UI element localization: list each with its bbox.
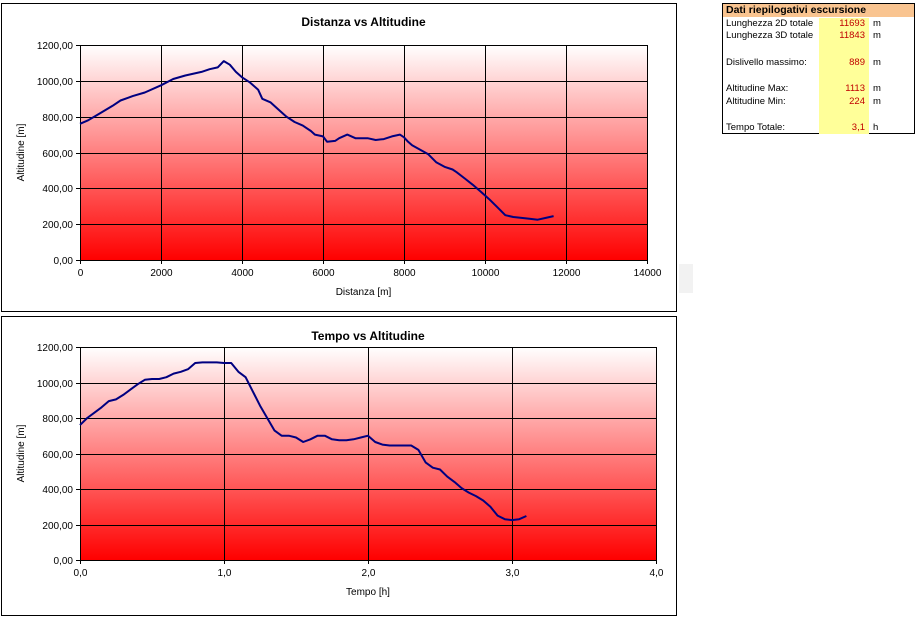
summary-unit: m (873, 30, 881, 41)
x-tick-label: 0,0 (74, 568, 88, 579)
y-tick-label: 1000,00 (37, 379, 74, 390)
y-tick-label: 200,00 (42, 521, 73, 532)
y-tick-label: 400,00 (42, 184, 73, 195)
y-tick-label: 1200,00 (37, 41, 74, 52)
summary-label: Lunghezza 2D totale (726, 18, 814, 29)
x-tick-label: 2000 (150, 268, 173, 279)
x-tick-label: 0 (78, 268, 84, 279)
series-line (79, 361, 527, 522)
summary-label: Altitudine Max: (726, 83, 789, 94)
summary-title: Dati riepilogativi escursione (723, 4, 914, 17)
x-tick-label: 6000 (312, 268, 335, 279)
x-tick-label: 10000 (472, 268, 500, 279)
plot-border (80, 45, 648, 261)
series-line (79, 60, 554, 221)
y-axis-label: Altitudine [m] (16, 424, 27, 482)
empty-cell-shading (679, 264, 693, 293)
summary-unit: m (873, 18, 881, 29)
summary-values-column (819, 18, 869, 134)
summary-row-length-2d: Lunghezza 2D totale 11693 m (723, 18, 914, 30)
summary-value: 889 (849, 57, 865, 68)
chart-tempo-altitudine: Tempo vs Altitudine 0,00 200,00 400,00 600,0… (1, 316, 677, 616)
y-tick-label: 400,00 (42, 485, 73, 496)
x-axis-label: Distanza [m] (336, 287, 392, 298)
summary-label: Tempo Totale: (726, 122, 785, 133)
summary-row-min-altitude: Altitudine Min: 224 m (723, 96, 914, 108)
summary-unit: h (873, 122, 879, 133)
summary-label: Lunghezza 3D totale (726, 30, 814, 41)
y-tick-label: 0,00 (54, 256, 74, 267)
x-tick-label: 4000 (231, 268, 254, 279)
chart-2-svg: Tempo vs Altitudine 0,00 200,00 400,00 600,0… (16, 329, 664, 598)
summary-row-total-time: Tempo Totale: 3,1 h (723, 122, 914, 134)
x-tick-label: 4,0 (650, 568, 664, 579)
x-axis-label: Tempo [h] (346, 587, 390, 598)
x-tick-label: 8000 (393, 268, 416, 279)
x-tick-label: 14000 (634, 268, 662, 279)
chart-1-svg: Distanza vs Altitudine 0,00 200,00 400,00 60… (16, 15, 662, 298)
summary-row-length-3d: Lunghezza 3D totale 11843 m (723, 30, 914, 42)
y-tick-label: 600,00 (42, 149, 73, 160)
x-tick-label: 3,0 (506, 568, 520, 579)
summary-value: 224 (849, 96, 865, 107)
summary-value: 3,1 (851, 122, 865, 133)
summary-table: Dati riepilogativi escursione Lunghezza … (722, 3, 915, 134)
y-tick-label: 200,00 (42, 220, 73, 231)
y-axis-label: Altitudine [m] (16, 123, 27, 181)
summary-value: 11843 (839, 30, 865, 41)
plot-border (80, 347, 657, 561)
y-tick-label: 800,00 (42, 414, 73, 425)
x-tick-label: 1,0 (218, 568, 232, 579)
summary-row-max-altitude: Altitudine Max: 1113 m (723, 83, 914, 95)
y-tick-label: 1200,00 (37, 343, 74, 354)
summary-label: Dislivello massimo: (726, 57, 807, 68)
summary-row-max-elevation-gain: Dislivello massimo: 889 m (723, 57, 914, 69)
chart-title: Tempo vs Altitudine (311, 329, 425, 343)
summary-value: 1113 (845, 83, 865, 94)
summary-value: 11693 (839, 18, 865, 29)
summary-unit: m (873, 96, 881, 107)
y-tick-label: 800,00 (42, 113, 73, 124)
x-tick-label: 2,0 (362, 568, 376, 579)
plot-area (80, 45, 647, 260)
chart-distanza-altitudine: Distanza vs Altitudine 0,00 200,00 400,00 60… (1, 3, 677, 312)
y-tick-label: 600,00 (42, 450, 73, 461)
summary-unit: m (873, 83, 881, 94)
summary-label: Altitudine Min: (726, 96, 786, 107)
chart-title: Distanza vs Altitudine (301, 15, 426, 29)
y-tick-label: 0,00 (54, 556, 74, 567)
x-tick-label: 12000 (553, 268, 581, 279)
summary-unit: m (873, 57, 881, 68)
y-tick-label: 1000,00 (37, 77, 74, 88)
